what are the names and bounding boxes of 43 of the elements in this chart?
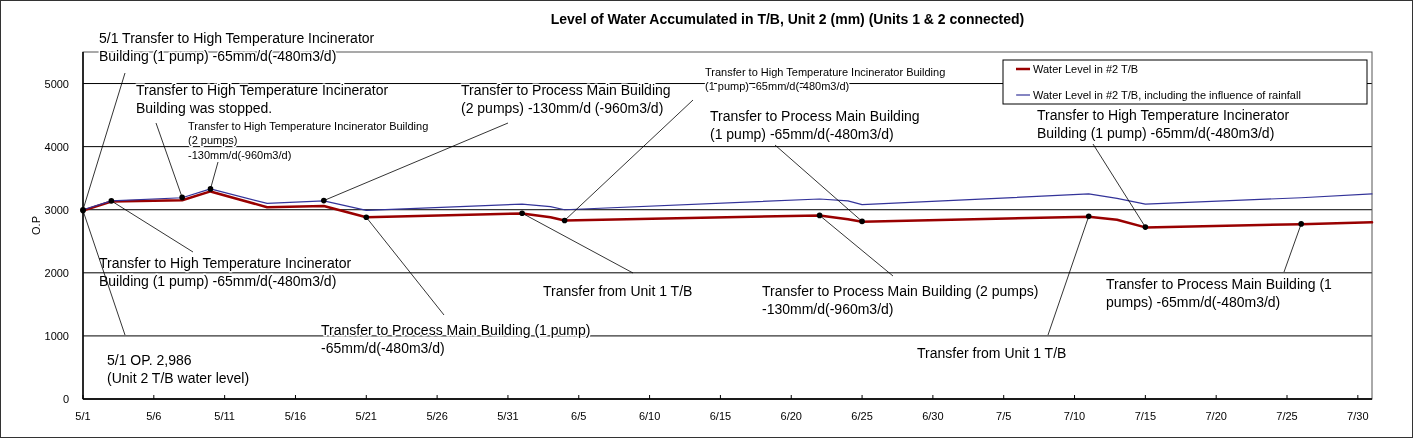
x-tick-label: 7/5 (996, 410, 1012, 422)
y-tick-label: 2000 (44, 266, 69, 279)
x-tick-label: 7/20 (1205, 410, 1227, 422)
x-tick-label: 6/20 (780, 410, 802, 422)
y-tick-label: 0 (62, 393, 69, 405)
y-tick-label: 1000 (44, 329, 69, 342)
annotation: Transfer to High Temperature Incinerator Building was stopped. (136, 82, 389, 117)
annotation: Transfer to Process Main Building (1 pump) -65mm/d(-480m3/d) (710, 108, 920, 143)
legend-label: Water Level in #2 T/B, including the influence of rainfall (1033, 89, 1301, 101)
annotation: Transfer from Unit 1 T/B (917, 345, 1067, 361)
x-tick-label: 5/26 (426, 410, 448, 422)
x-tick-label: 5/11 (214, 410, 235, 422)
legend-label: Water Level in #2 T/B (1033, 63, 1139, 75)
y-tick-label: 3000 (44, 203, 69, 216)
annotation: Transfer from Unit 1 T/B (543, 283, 693, 299)
y-tick-label: 5000 (44, 77, 69, 90)
x-tick-label: 5/1 (75, 410, 91, 422)
annotation: Transfer to High Temperature Incinerator Building (2 pumps) -130mm/d(-960m3/d) (188, 120, 429, 161)
y-axis-title: O.P (30, 216, 42, 235)
x-tick-label: 5/16 (284, 410, 307, 422)
x-tick-label: 5/31 (497, 410, 519, 422)
x-tick-label: 6/15 (709, 410, 732, 422)
x-tick-label: 6/10 (638, 410, 661, 422)
x-tick-label: 5/6 (146, 410, 162, 422)
x-tick-label: 6/30 (922, 410, 944, 422)
x-tick-label: 6/25 (851, 410, 873, 422)
annotation: Transfer to High Temperature Incinerator Building (1 pump) -65mm/d(-480m3/d) (99, 255, 352, 290)
x-tick-label: 6/5 (571, 410, 587, 422)
annotation: Transfer to Process Main Building (2 pumps) -130mm/d (-960m3/d) (461, 82, 671, 117)
annotation: 5/1 Transfer to High Temperature Incinerator Building (1 pump) -65mm/d(-480m3/d) (99, 30, 375, 65)
annotation: Transfer to Process Main Building (1 pump) -65mm/d(-480m3/d) (321, 322, 591, 357)
x-tick-label: 7/25 (1276, 410, 1298, 422)
annotation: Transfer to High Temperature Incinerator Building (1 pump) -65mm/d(-480m3/d) (705, 66, 946, 93)
x-tick-label: 7/30 (1347, 410, 1369, 422)
annotation: Transfer to Process Main Building (2 pumps) -130mm/d(-960m3/d) (762, 283, 1039, 318)
x-tick-label: 5/21 (355, 410, 378, 422)
annotation: Transfer to High Temperature Incinerator Building (1 pump) -65mm/d(-480m3/d) (1037, 107, 1290, 142)
annotation: Transfer to Process Main Building (1 pumps) -65mm/d(-480m3/d) (1106, 276, 1333, 311)
chart-title: Level of Water Accumulated in T/B, Unit 2 (mm) (Units 1 & 2 connected) (550, 11, 1025, 27)
y-tick-label: 4000 (44, 140, 69, 153)
annotation: 5/1 OP. 2,986 (Unit 2 T/B water level) (107, 352, 250, 387)
x-tick-label: 7/10 (1063, 410, 1086, 422)
x-tick-label: 7/15 (1134, 410, 1157, 422)
